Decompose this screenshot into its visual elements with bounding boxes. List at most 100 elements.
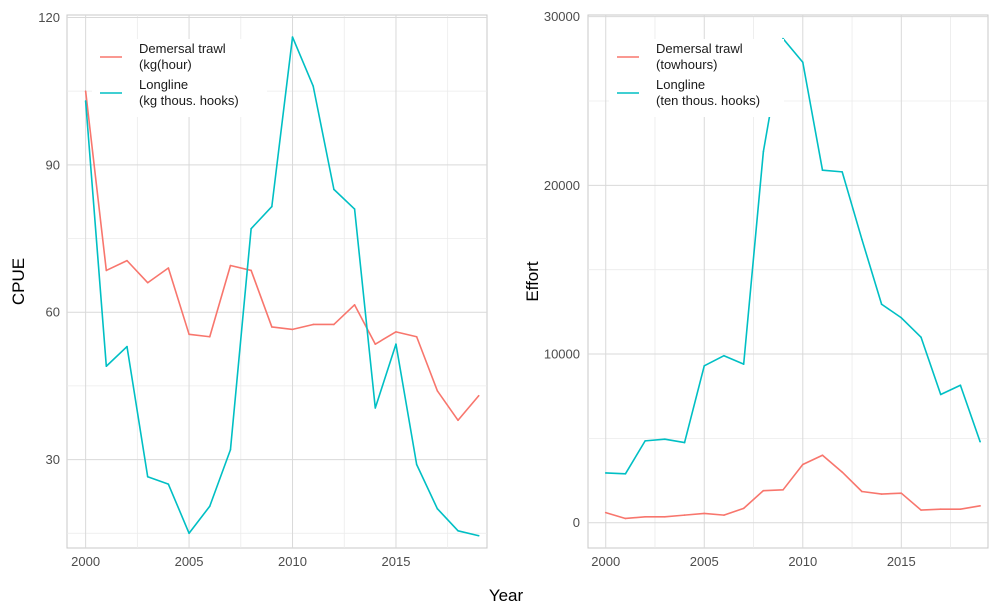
data-point xyxy=(900,492,903,494)
data-point xyxy=(229,448,232,451)
series-line-trawl xyxy=(84,91,480,422)
data-point xyxy=(188,333,190,336)
x-tick-label: 2000 xyxy=(591,554,620,569)
data-point xyxy=(126,345,128,348)
data-point xyxy=(920,336,922,338)
data-point xyxy=(477,534,480,537)
data-point xyxy=(624,472,627,475)
data-point xyxy=(841,171,843,173)
data-point xyxy=(353,208,356,210)
data-point xyxy=(939,508,942,511)
data-point xyxy=(271,205,273,208)
legend-label-line: (towhours) xyxy=(656,57,717,72)
data-point xyxy=(312,323,315,326)
data-point xyxy=(880,303,883,306)
data-point xyxy=(167,267,170,269)
data-point xyxy=(374,407,377,409)
legend-label-longline: Longline (kg thous. hooks) xyxy=(139,77,239,108)
data-point xyxy=(723,354,725,357)
legend-label-line: Longline xyxy=(656,77,705,92)
data-point xyxy=(415,463,418,466)
y-axis-title: Effort xyxy=(523,261,542,302)
series-line-trawl xyxy=(605,454,981,520)
data-point xyxy=(979,440,981,443)
y-tick-label: 60 xyxy=(46,305,60,320)
data-point xyxy=(723,514,725,516)
data-point xyxy=(250,227,252,230)
data-point xyxy=(664,438,666,441)
data-point xyxy=(762,489,765,492)
data-point xyxy=(801,463,804,466)
data-point xyxy=(415,335,418,338)
data-point xyxy=(742,507,745,510)
legend-label-line: (ten thous. hooks) xyxy=(656,93,760,108)
data-point xyxy=(436,507,439,510)
data-point xyxy=(683,514,686,516)
data-point xyxy=(146,281,149,284)
data-point xyxy=(821,454,824,457)
data-point xyxy=(457,530,459,532)
legend: Demersal trawl (kg(hour) Longline (kg thous… xyxy=(92,39,267,117)
y-tick-label: 90 xyxy=(46,157,60,172)
data-point xyxy=(604,511,607,514)
data-point xyxy=(939,393,942,396)
legend-label-line: Longline xyxy=(139,77,188,92)
legend-label-line: Demersal trawl xyxy=(139,41,226,56)
data-point xyxy=(167,483,170,485)
data-point xyxy=(900,316,903,319)
panel-border xyxy=(587,14,989,549)
x-tick-label: 2010 xyxy=(788,554,817,569)
legend-background xyxy=(609,39,784,117)
panel-1: 2000 2005 2010 2015 30 60 90 120 CPUE Demersal tr… xyxy=(9,10,488,569)
data-point xyxy=(644,440,646,442)
legend-label-line: (kg thous. hooks) xyxy=(139,93,239,108)
y-axis-title: CPUE xyxy=(9,258,28,305)
data-point xyxy=(703,365,706,367)
data-point xyxy=(861,238,863,241)
data-point xyxy=(664,515,666,518)
data-point xyxy=(801,61,804,64)
data-point xyxy=(742,363,745,365)
panel-border xyxy=(66,14,488,549)
data-point xyxy=(208,505,211,508)
data-point xyxy=(271,326,273,328)
legend-label-longline: Longline (ten thous. hooks) xyxy=(656,77,760,108)
data-point xyxy=(126,259,128,262)
x-tick-label: 2010 xyxy=(278,554,307,569)
data-point xyxy=(105,365,108,368)
legend-label-trawl: Demersal trawl (towhours) xyxy=(656,41,743,72)
data-point xyxy=(188,532,190,535)
data-point xyxy=(762,150,765,153)
y-tick-label: 10000 xyxy=(544,347,580,362)
data-point xyxy=(457,419,459,422)
data-point xyxy=(624,517,627,520)
series-line-longline xyxy=(84,36,479,537)
data-point xyxy=(229,264,232,267)
data-point xyxy=(395,343,397,345)
data-point xyxy=(477,394,480,397)
data-point xyxy=(979,505,981,507)
data-point xyxy=(250,269,252,272)
data-point xyxy=(208,335,211,338)
data-point xyxy=(920,509,922,511)
y-tick-label: 30000 xyxy=(544,9,580,24)
data-point xyxy=(374,343,377,345)
x-tick-label: 2015 xyxy=(382,554,411,569)
x-tick-label: 2005 xyxy=(175,554,204,569)
data-point xyxy=(703,512,706,515)
y-tick-label: 0 xyxy=(573,515,580,530)
data-point xyxy=(861,490,863,493)
data-point xyxy=(312,85,315,88)
y-tick-label: 120 xyxy=(38,10,60,25)
data-point xyxy=(436,390,439,392)
data-point xyxy=(84,100,87,102)
legend-label-trawl: Demersal trawl (kg(hour) xyxy=(139,41,226,72)
data-point xyxy=(146,475,149,478)
data-point xyxy=(821,169,824,171)
legend-background xyxy=(92,39,267,117)
data-point xyxy=(880,493,883,495)
panel-2: 2000 2005 2010 2015 0 10000 20000 30000 Effort De… xyxy=(523,9,989,569)
data-point xyxy=(604,472,607,474)
data-point xyxy=(84,90,87,92)
